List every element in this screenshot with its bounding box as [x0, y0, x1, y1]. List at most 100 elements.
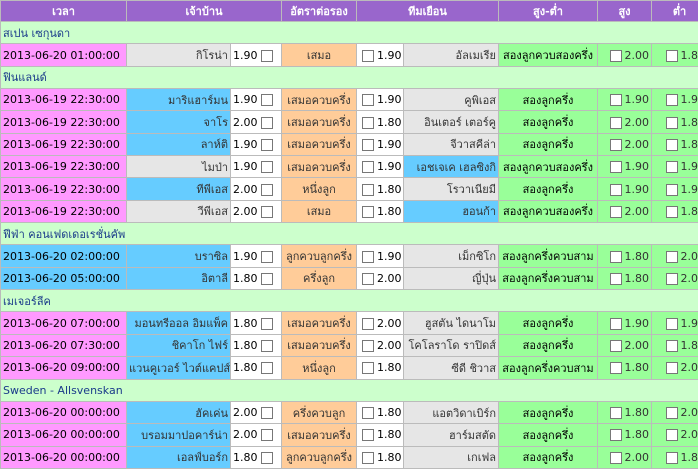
- checkbox[interactable]: [362, 362, 374, 375]
- checkbox[interactable]: [609, 250, 622, 263]
- under-odds: 1.80: [652, 133, 698, 156]
- handicap: เสมอควบครึ่ง: [282, 312, 356, 334]
- odds-value: 2.00: [680, 249, 698, 263]
- checkbox[interactable]: [665, 451, 678, 464]
- checkbox[interactable]: [665, 49, 678, 62]
- home-team: ชิคาโก ไฟร์: [127, 334, 230, 357]
- checkbox[interactable]: [362, 272, 374, 285]
- over-under: สองลูกครึ่งควบสาม: [499, 267, 597, 290]
- home-odds: 1.90: [231, 156, 281, 178]
- away-odds: 1.80: [357, 200, 403, 223]
- checkbox[interactable]: [609, 429, 622, 442]
- checkbox[interactable]: [260, 317, 273, 330]
- checkbox[interactable]: [260, 429, 273, 442]
- checkbox[interactable]: [609, 161, 622, 174]
- handicap: เสมอควบครึ่ง: [282, 111, 356, 133]
- over-odds: 1.90: [598, 156, 651, 178]
- over-under: สองลูกครึ่ง: [499, 424, 597, 446]
- checkbox[interactable]: [260, 272, 273, 285]
- checkbox[interactable]: [260, 339, 273, 352]
- checkbox[interactable]: [362, 94, 374, 107]
- home-team: จาโร: [127, 111, 230, 133]
- away-team: เกเฟล: [404, 446, 498, 468]
- home-odds: 1.80: [231, 267, 281, 290]
- checkbox[interactable]: [665, 183, 678, 196]
- checkbox[interactable]: [665, 250, 678, 263]
- checkbox[interactable]: [665, 205, 678, 218]
- checkbox[interactable]: [609, 183, 622, 196]
- match-time: 2013-06-19 22:30:00: [1, 156, 126, 178]
- match-row: 2013-06-19 22:30:00 ไมป่า 1.90 เสมอควบครึ่ง…: [1, 156, 698, 178]
- match-time: 2013-06-20 00:00:00: [1, 401, 126, 424]
- checkbox[interactable]: [362, 407, 374, 420]
- odds-value: 1.90: [233, 48, 258, 62]
- checkbox[interactable]: [362, 317, 374, 330]
- checkbox[interactable]: [260, 161, 273, 174]
- checkbox[interactable]: [609, 94, 622, 107]
- checkbox[interactable]: [362, 116, 374, 129]
- checkbox[interactable]: [260, 94, 273, 107]
- header-cell: อัตราต่อรอง: [282, 1, 356, 21]
- checkbox[interactable]: [260, 451, 273, 464]
- odds-value: 1.90: [624, 316, 650, 330]
- home-team: ลาห์ติ: [127, 133, 230, 156]
- checkbox[interactable]: [665, 429, 678, 442]
- checkbox[interactable]: [609, 339, 622, 352]
- checkbox[interactable]: [260, 250, 273, 263]
- over-under: สองลูกครึ่ง: [499, 312, 597, 334]
- checkbox[interactable]: [260, 183, 273, 196]
- checkbox[interactable]: [362, 49, 374, 62]
- checkbox[interactable]: [665, 339, 678, 352]
- checkbox[interactable]: [609, 407, 622, 420]
- checkbox[interactable]: [260, 407, 273, 420]
- home-team: แวนคูเวอร์ ไวต์แคปส์: [127, 357, 230, 379]
- away-team: โคโลราโด ราปิดส์: [404, 334, 498, 357]
- checkbox[interactable]: [665, 362, 678, 375]
- checkbox[interactable]: [362, 339, 374, 352]
- away-team: เม็กซิโก: [404, 245, 498, 267]
- checkbox[interactable]: [609, 451, 622, 464]
- checkbox[interactable]: [665, 317, 678, 330]
- checkbox[interactable]: [665, 272, 678, 285]
- checkbox[interactable]: [665, 407, 678, 420]
- checkbox[interactable]: [260, 138, 273, 151]
- checkbox[interactable]: [260, 362, 273, 375]
- checkbox[interactable]: [609, 116, 622, 129]
- over-odds: 1.90: [598, 89, 651, 111]
- checkbox[interactable]: [260, 116, 273, 129]
- checkbox[interactable]: [609, 272, 622, 285]
- checkbox[interactable]: [665, 161, 678, 174]
- odds-value: 1.80: [377, 361, 402, 375]
- checkbox[interactable]: [362, 451, 374, 464]
- checkbox[interactable]: [260, 49, 273, 62]
- odds-value: 2.00: [624, 204, 650, 218]
- checkbox[interactable]: [609, 362, 622, 375]
- checkbox[interactable]: [362, 183, 374, 196]
- handicap: เสมอควบครึ่ง: [282, 156, 356, 178]
- odds-value: 2.00: [233, 204, 258, 218]
- checkbox[interactable]: [609, 205, 622, 218]
- checkbox[interactable]: [609, 317, 622, 330]
- checkbox[interactable]: [362, 429, 374, 442]
- checkbox[interactable]: [362, 205, 374, 218]
- table-body: สเปน เซกุนดา 2013-06-20 01:00:00 กิโรน่า 1.…: [1, 22, 698, 468]
- checkbox[interactable]: [609, 138, 622, 151]
- under-odds: 1.90: [652, 156, 698, 178]
- checkbox[interactable]: [665, 116, 678, 129]
- over-under: สองลูกครึ่ง: [499, 178, 597, 200]
- home-team: เอลฟ์บอร์ก: [127, 446, 230, 468]
- match-row: 2013-06-20 00:00:00 บรอมมาปอคาร์น่า 2.00 เส…: [1, 424, 698, 446]
- header-cell: ต่ำ: [652, 1, 698, 21]
- odds-value: 2.00: [377, 316, 402, 330]
- checkbox[interactable]: [665, 138, 678, 151]
- checkbox[interactable]: [260, 205, 273, 218]
- odds-value: 2.00: [233, 115, 258, 129]
- match-time: 2013-06-19 22:30:00: [1, 111, 126, 133]
- league-name: เมเจอร์ลีค: [1, 290, 698, 312]
- checkbox[interactable]: [362, 161, 374, 174]
- match-row: 2013-06-20 02:00:00 บราซิล 1.90 ลูกควบลูกคร…: [1, 245, 698, 267]
- checkbox[interactable]: [665, 94, 678, 107]
- checkbox[interactable]: [362, 138, 374, 151]
- checkbox[interactable]: [362, 250, 374, 263]
- checkbox[interactable]: [609, 49, 622, 62]
